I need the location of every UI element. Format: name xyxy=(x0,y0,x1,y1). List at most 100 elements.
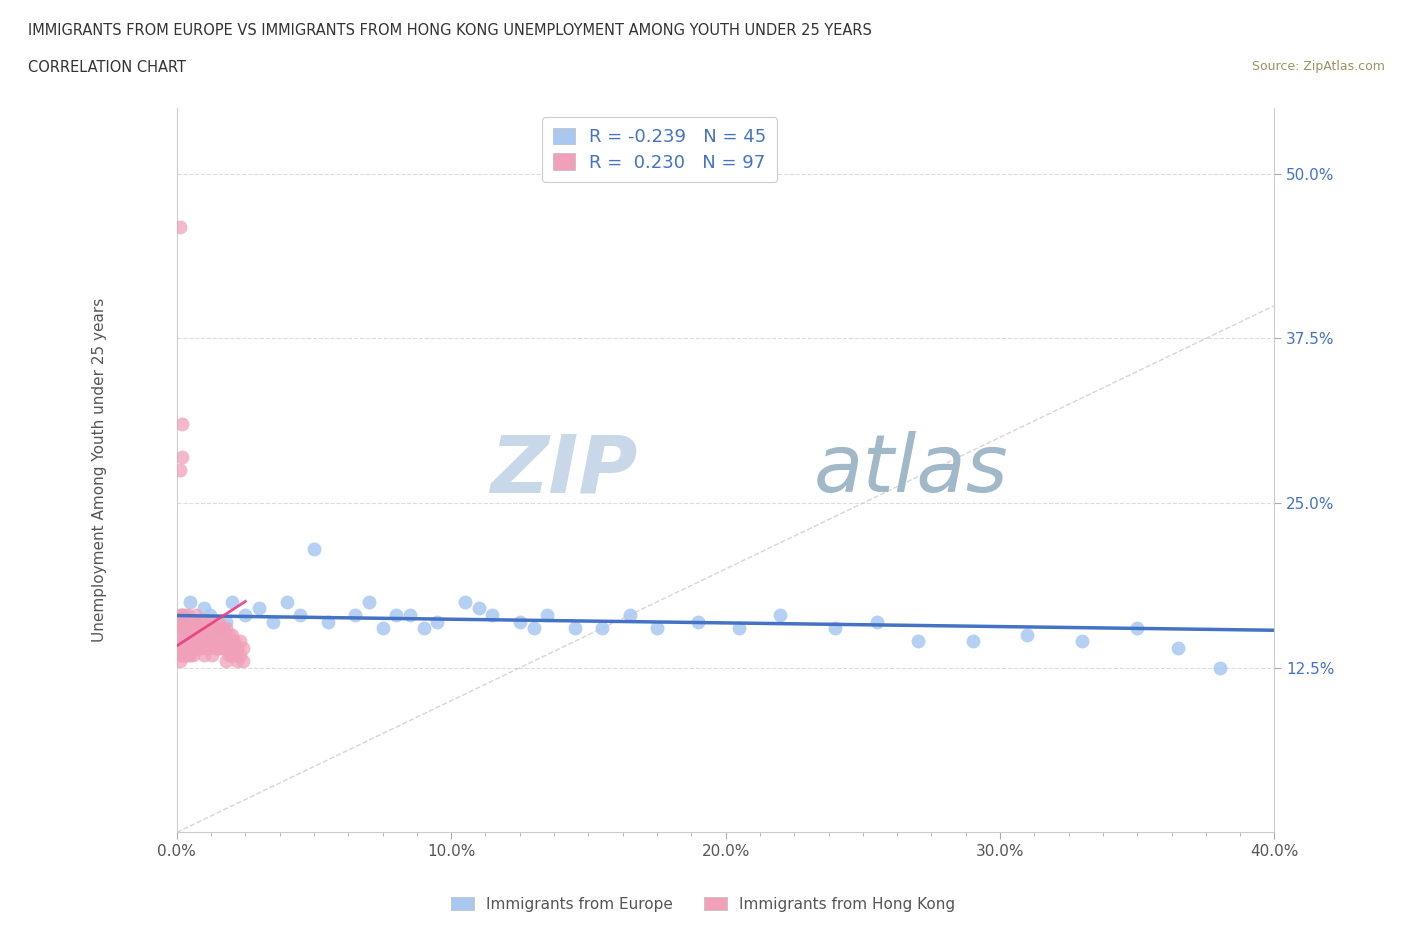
Point xyxy=(215,621,238,636)
Point xyxy=(169,463,191,478)
Point xyxy=(172,628,194,643)
Point xyxy=(232,641,254,656)
Point xyxy=(207,621,229,636)
Point xyxy=(172,607,194,622)
Point xyxy=(221,634,243,649)
Point xyxy=(209,621,232,636)
Point xyxy=(179,647,201,662)
Point xyxy=(181,634,204,649)
Point xyxy=(218,628,240,643)
Point xyxy=(212,634,235,649)
Point xyxy=(177,628,200,643)
Point xyxy=(226,654,249,669)
Point xyxy=(190,621,212,636)
Point xyxy=(172,647,194,662)
Point xyxy=(357,594,380,609)
Text: IMMIGRANTS FROM EUROPE VS IMMIGRANTS FROM HONG KONG UNEMPLOYMENT AMONG YOUTH UND: IMMIGRANTS FROM EUROPE VS IMMIGRANTS FRO… xyxy=(28,23,872,38)
Point xyxy=(226,641,249,656)
Point xyxy=(224,634,246,649)
Point xyxy=(209,641,232,656)
Point xyxy=(962,634,984,649)
Point xyxy=(184,621,207,636)
Point xyxy=(179,621,201,636)
Point xyxy=(174,628,197,643)
Point xyxy=(215,654,238,669)
Point xyxy=(169,219,191,234)
Point xyxy=(412,621,434,636)
Point xyxy=(174,614,197,629)
Point xyxy=(454,594,477,609)
Point xyxy=(212,641,235,656)
Point xyxy=(215,614,238,629)
Point xyxy=(169,607,191,622)
Point xyxy=(198,634,221,649)
Point xyxy=(619,607,641,622)
Point xyxy=(302,542,325,557)
Point xyxy=(177,647,200,662)
Point xyxy=(276,594,298,609)
Point xyxy=(198,628,221,643)
Point xyxy=(172,607,194,622)
Point xyxy=(198,614,221,629)
Point xyxy=(184,641,207,656)
Point xyxy=(169,614,191,629)
Point xyxy=(169,654,191,669)
Point xyxy=(195,634,218,649)
Point xyxy=(907,634,929,649)
Point xyxy=(316,614,339,629)
Text: atlas: atlas xyxy=(814,432,1008,510)
Point xyxy=(187,641,209,656)
Point xyxy=(1017,628,1039,643)
Point xyxy=(204,621,226,636)
Point xyxy=(218,641,240,656)
Point xyxy=(172,641,194,656)
Point xyxy=(184,607,207,622)
Point xyxy=(179,628,201,643)
Point xyxy=(564,621,586,636)
Point xyxy=(193,634,215,649)
Point xyxy=(174,621,197,636)
Text: CORRELATION CHART: CORRELATION CHART xyxy=(28,60,186,75)
Point xyxy=(262,614,284,629)
Point xyxy=(1167,641,1189,656)
Point xyxy=(184,614,207,629)
Point xyxy=(198,607,221,622)
Point xyxy=(169,647,191,662)
Point xyxy=(509,614,531,629)
Point xyxy=(344,607,367,622)
Point xyxy=(207,641,229,656)
Point xyxy=(385,607,408,622)
Point xyxy=(169,621,191,636)
Point xyxy=(181,614,204,629)
Text: Source: ZipAtlas.com: Source: ZipAtlas.com xyxy=(1251,60,1385,73)
Point xyxy=(181,641,204,656)
Point xyxy=(371,621,394,636)
Point xyxy=(195,628,218,643)
Point xyxy=(179,634,201,649)
Point xyxy=(177,607,200,622)
Point xyxy=(195,641,218,656)
Point xyxy=(193,601,215,616)
Point xyxy=(221,594,243,609)
Point xyxy=(172,449,194,464)
Point xyxy=(218,647,240,662)
Point xyxy=(172,614,194,629)
Point xyxy=(184,634,207,649)
Point xyxy=(215,634,238,649)
Point xyxy=(229,647,252,662)
Point xyxy=(1208,660,1230,675)
Point xyxy=(204,641,226,656)
Point xyxy=(174,634,197,649)
Point xyxy=(1126,621,1149,636)
Point xyxy=(865,614,887,629)
Point xyxy=(224,647,246,662)
Point xyxy=(204,634,226,649)
Point xyxy=(221,641,243,656)
Point xyxy=(1071,634,1094,649)
Point xyxy=(769,607,792,622)
Point xyxy=(179,594,201,609)
Point xyxy=(201,647,224,662)
Point xyxy=(177,634,200,649)
Point xyxy=(172,628,194,643)
Point xyxy=(201,628,224,643)
